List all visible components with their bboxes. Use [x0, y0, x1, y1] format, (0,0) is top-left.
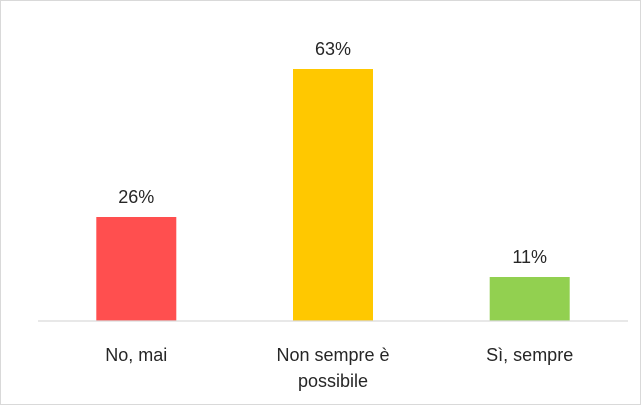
category-label-2: Sì, sempre [486, 345, 573, 365]
category-label-0: No, mai [105, 345, 167, 365]
category-label-1-line-0: Non sempre è [276, 345, 389, 365]
category-label-1-line-1: possibile [298, 371, 368, 391]
data-label-0: 26% [118, 187, 154, 207]
bar-2 [489, 277, 570, 321]
bar-0 [96, 217, 177, 321]
category-label-2-line-0: Sì, sempre [486, 345, 573, 365]
category-label-1: Non sempre è possibile [276, 345, 389, 391]
labels-layer: 26% No, mai 63% Non sempre è possibile 11% Sì,… [105, 39, 573, 391]
bar-1 [293, 69, 373, 321]
data-label-2: 11% [512, 247, 547, 267]
category-label-0-line-0: No, mai [105, 345, 167, 365]
data-label-1: 63% [315, 39, 351, 59]
bars-layer [96, 69, 570, 321]
